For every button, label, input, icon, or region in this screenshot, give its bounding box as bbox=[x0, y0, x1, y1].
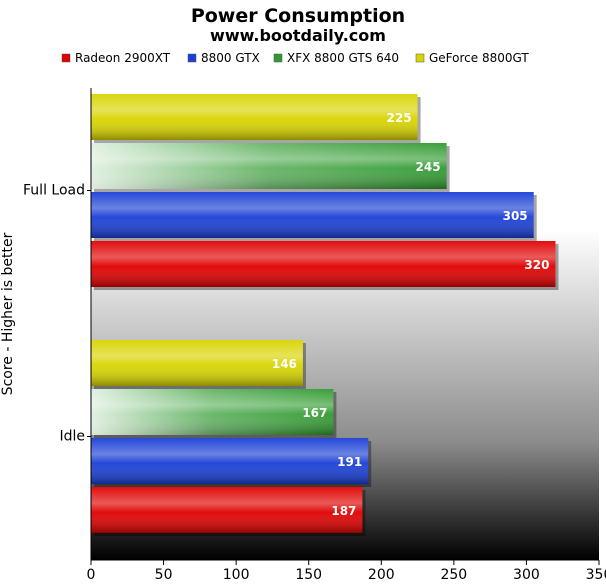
bar-value-label: 305 bbox=[503, 209, 528, 223]
category-label: Idle bbox=[59, 429, 85, 445]
category-labels: Full Load Idle bbox=[23, 183, 91, 445]
bar-fade bbox=[91, 389, 334, 435]
legend-swatch bbox=[415, 53, 425, 63]
bar-value-label: 245 bbox=[416, 160, 441, 174]
x-axis: 0 50 100 150 200 250 300 350 bbox=[87, 88, 606, 583]
category-label: Full Load bbox=[23, 183, 85, 199]
legend-swatch bbox=[187, 53, 197, 63]
bar-value-label: 146 bbox=[272, 357, 297, 371]
legend-label: XFX 8800 GTS 640 bbox=[287, 51, 399, 65]
bar-sheen bbox=[91, 487, 363, 533]
bar-sheen bbox=[91, 340, 303, 386]
bars-group: 225 245 305 320 146 167 191 187 bbox=[91, 94, 559, 536]
legend-label: 8800 GTX bbox=[201, 51, 260, 65]
x-tick-label: 0 bbox=[87, 567, 96, 583]
chart-subtitle: www.bootdaily.com bbox=[210, 26, 386, 45]
legend: Radeon 2900XT 8800 GTX XFX 8800 GTS 640 GeF… bbox=[61, 51, 529, 65]
legend-label: GeForce 8800GT bbox=[429, 51, 529, 65]
bar-sheen bbox=[91, 241, 556, 287]
bar-value-label: 187 bbox=[331, 504, 356, 518]
x-tick-label: 200 bbox=[368, 567, 395, 583]
bar-sheen bbox=[91, 192, 534, 238]
x-tick-label: 250 bbox=[440, 567, 467, 583]
legend-swatch bbox=[61, 53, 71, 63]
x-tick-label: 350 bbox=[586, 567, 606, 583]
chart-title: Power Consumption bbox=[191, 5, 405, 27]
bar-value-label: 320 bbox=[524, 258, 549, 272]
x-tick-label: 150 bbox=[295, 567, 322, 583]
bar-value-label: 167 bbox=[302, 406, 327, 420]
legend-swatch bbox=[273, 53, 283, 63]
legend-label: Radeon 2900XT bbox=[75, 51, 171, 65]
x-tick-label: 100 bbox=[223, 567, 250, 583]
y-axis-label: Score - Higher is better bbox=[0, 232, 16, 395]
bar-sheen bbox=[91, 438, 369, 484]
bar-sheen bbox=[91, 94, 418, 140]
x-tick-label: 300 bbox=[513, 567, 540, 583]
bar-fade bbox=[91, 143, 447, 189]
bar-value-label: 191 bbox=[337, 455, 362, 469]
x-tick-label: 50 bbox=[155, 567, 173, 583]
bar-value-label: 225 bbox=[387, 111, 412, 125]
